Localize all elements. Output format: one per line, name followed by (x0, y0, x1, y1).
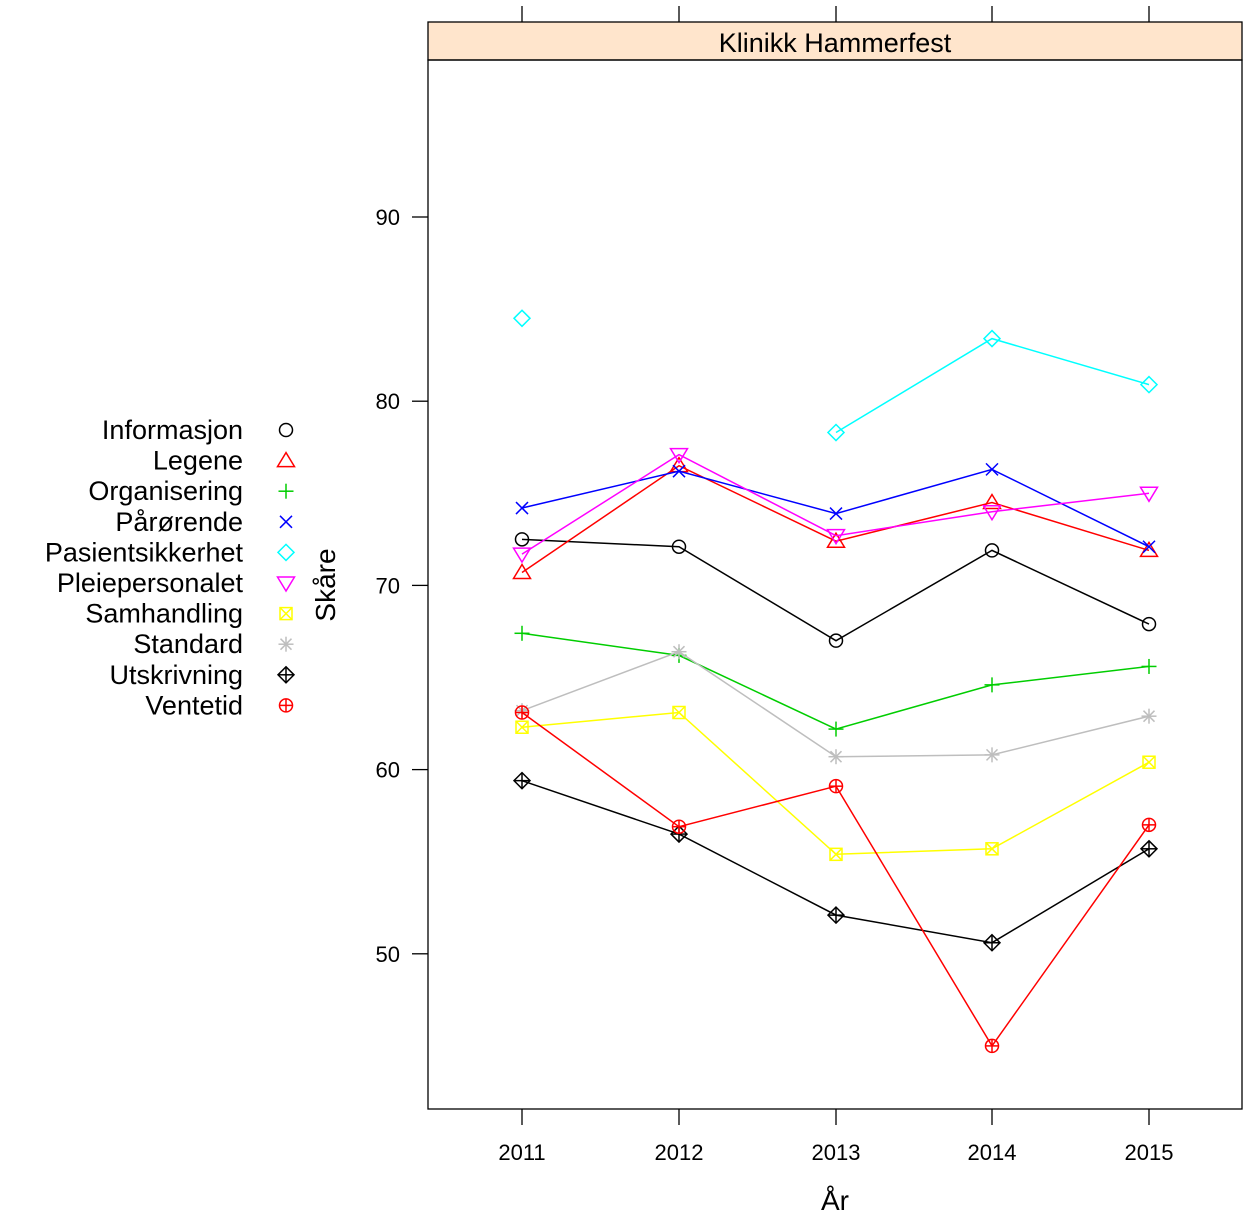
series-informasjon (514, 532, 1157, 648)
series-line (521, 464, 1150, 574)
data-point-marker (829, 750, 843, 763)
data-point-marker (515, 720, 529, 734)
axis-ticks: 2011 2012 2013 2014 2015 50 60 70 80 90 (376, 6, 1174, 1165)
x-tick-label: 2012 (655, 1140, 704, 1165)
legend-item: Ventetid (145, 690, 294, 720)
data-point-marker (829, 507, 843, 521)
series-group (512, 309, 1159, 1054)
x-tick-label: 2011 (498, 1140, 545, 1165)
y-tick-label: 80 (376, 389, 400, 414)
data-point-marker (826, 531, 846, 548)
series-line (521, 650, 1150, 758)
data-point-marker (985, 842, 999, 856)
data-point-marker (1142, 540, 1156, 554)
data-point-marker (829, 847, 843, 862)
x-tick-label: 2013 (812, 1140, 861, 1165)
data-point-marker (515, 720, 529, 734)
data-point-marker (514, 532, 530, 547)
y-tick-label: 70 (376, 573, 400, 598)
legend-label: Pleiepersonalet (57, 568, 244, 598)
data-point-marker (1142, 755, 1156, 769)
data-point-marker (512, 547, 532, 564)
data-point-marker (982, 493, 1002, 510)
y-tick-label: 60 (376, 758, 400, 783)
legend-label: Samhandling (85, 599, 243, 629)
data-point-marker (672, 705, 686, 720)
legend-label: Legene (153, 446, 243, 476)
legend-item: Pleiepersonalet (57, 568, 296, 598)
data-point-marker (985, 842, 999, 856)
series-utskrivning (512, 771, 1159, 952)
data-point-marker (985, 462, 999, 476)
data-point-marker (1139, 540, 1159, 558)
series-pleiepersonalet (512, 447, 1159, 564)
legend-item: Standard (133, 629, 294, 659)
data-point-marker (278, 422, 294, 438)
panel-title: Klinikk Hammerfest (719, 28, 952, 58)
data-point-marker (985, 748, 999, 761)
strip-background (427, 21, 1243, 61)
data-point-marker (1142, 755, 1156, 769)
legend-label: Pasientsikkerhet (45, 537, 244, 567)
data-point-marker (982, 504, 1002, 522)
data-point-marker (276, 451, 296, 468)
legend-label: Utskrivning (109, 660, 243, 690)
data-point-marker (515, 501, 529, 515)
legend: InformasjonLegeneOrganiseringPårørendePa… (45, 415, 296, 720)
data-point-marker (984, 543, 1000, 558)
series-pårørende (515, 462, 1156, 554)
legend-item: Pasientsikkerhet (45, 537, 296, 567)
legend-item: Legene (153, 446, 296, 476)
data-point-marker (828, 633, 844, 648)
x-tick-label: 2015 (1125, 1140, 1174, 1165)
legend-label: Organisering (88, 476, 243, 506)
data-point-marker (1139, 375, 1159, 394)
data-point-marker (512, 309, 532, 328)
legend-item: Informasjon (102, 415, 294, 445)
data-point-marker (826, 423, 846, 442)
data-point-marker (671, 539, 687, 554)
data-point-marker (1142, 710, 1156, 723)
series-line (521, 538, 1150, 642)
x-axis-label: År (821, 1185, 849, 1216)
data-point-marker (672, 705, 686, 720)
y-tick-label: 90 (376, 205, 400, 230)
legend-item: Organisering (88, 476, 294, 506)
legend-item: Pårørende (115, 507, 293, 537)
data-point-marker (279, 515, 293, 529)
data-point-marker (982, 329, 1002, 348)
data-point-marker (829, 847, 843, 861)
series-ventetid (514, 705, 1157, 1054)
data-point-marker (279, 638, 293, 651)
y-axis-label: Skåre (310, 548, 341, 621)
series-organisering (514, 625, 1157, 737)
data-point-marker (279, 607, 293, 621)
series-line (835, 337, 1150, 434)
legend-label: Pårørende (115, 507, 243, 537)
series-pasientsikkerhet (512, 309, 1159, 442)
data-point-marker (1139, 486, 1159, 503)
legend-label: Standard (133, 629, 243, 659)
data-point-marker (672, 645, 686, 658)
legend-item: Utskrivning (109, 660, 296, 690)
series-samhandling (515, 705, 1156, 862)
series-legene (512, 456, 1159, 580)
data-point-marker (672, 464, 686, 478)
data-point-marker (276, 576, 296, 593)
legend-label: Informasjon (102, 415, 243, 445)
y-tick-label: 50 (376, 942, 400, 967)
series-line (521, 453, 1150, 555)
legend-item: Samhandling (85, 599, 293, 629)
x-tick-label: 2014 (968, 1140, 1017, 1165)
data-point-marker (1141, 616, 1157, 632)
data-point-marker (512, 563, 532, 580)
data-point-marker (669, 447, 689, 465)
data-point-marker (279, 606, 293, 621)
legend-label: Ventetid (145, 690, 243, 720)
plot-frame (427, 59, 1243, 1110)
data-point-marker (276, 543, 296, 562)
data-point-marker (826, 528, 846, 546)
series-standard (514, 644, 1157, 765)
